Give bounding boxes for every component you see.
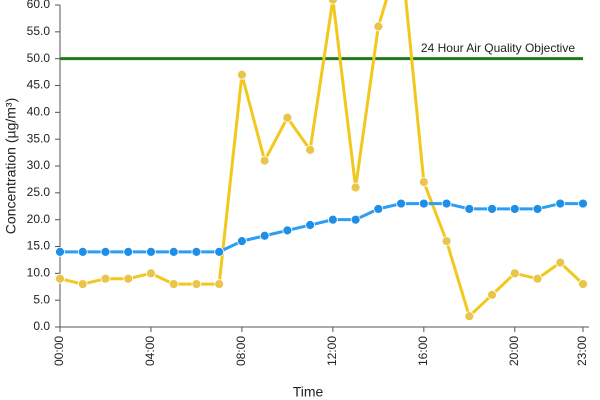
data-point — [441, 198, 452, 209]
data-point — [305, 144, 316, 155]
data-point — [441, 236, 452, 247]
data-point — [532, 273, 543, 284]
data-point — [100, 246, 111, 257]
data-point — [237, 69, 247, 80]
y-tick-label: 50.0 — [27, 51, 51, 65]
data-point — [350, 214, 361, 225]
data-point — [282, 225, 293, 236]
data-point — [487, 289, 497, 300]
data-point — [373, 21, 384, 32]
data-point — [55, 273, 65, 284]
series-line — [60, 202, 583, 254]
data-point — [327, 214, 338, 225]
data-point — [578, 198, 588, 209]
x-tick-label: 12:00 — [325, 336, 339, 366]
data-point — [123, 273, 134, 284]
data-point — [418, 198, 429, 209]
objective-label: 24 Hour Air Quality Objective — [421, 41, 575, 55]
data-point — [396, 198, 406, 209]
data-point — [578, 279, 588, 289]
y-tick-label: 60.0 — [27, 0, 51, 11]
data-point — [168, 246, 179, 257]
y-tick-label: 30.0 — [27, 158, 51, 172]
data-point — [555, 198, 566, 209]
y-tick-label: 20.0 — [27, 212, 51, 226]
data-point — [237, 236, 247, 247]
data-point — [305, 220, 316, 230]
data-point — [373, 204, 384, 214]
data-point — [55, 246, 65, 257]
x-tick-label: 00:00 — [52, 336, 66, 366]
y-tick-label: 10.0 — [27, 266, 51, 280]
data-point — [509, 268, 520, 279]
data-point — [77, 246, 88, 257]
data-point — [146, 268, 156, 279]
data-point — [259, 230, 270, 241]
x-axis-label: Time — [293, 384, 324, 400]
data-point — [214, 279, 225, 289]
y-tick-label: 0.0 — [33, 319, 50, 333]
data-point — [191, 279, 202, 289]
y-tick-label: 40.0 — [27, 105, 51, 119]
data-point — [464, 311, 475, 322]
data-point — [146, 246, 156, 257]
data-point — [282, 112, 293, 123]
data-point — [327, 0, 338, 5]
y-tick-label: 35.0 — [27, 131, 51, 145]
y-tick-label: 25.0 — [27, 185, 51, 199]
y-tick-label: 15.0 — [27, 239, 51, 253]
plot-area — [55, 0, 588, 322]
data-point — [259, 155, 270, 166]
data-point — [214, 246, 225, 257]
data-point — [77, 279, 88, 289]
data-point — [123, 246, 134, 257]
data-point — [350, 182, 361, 193]
x-tick-label: 08:00 — [234, 336, 248, 366]
data-point — [487, 204, 497, 214]
data-point — [191, 246, 202, 257]
data-point — [555, 257, 566, 268]
x-tick-label: 23:00 — [575, 336, 589, 366]
x-tick-label: 20:00 — [507, 336, 521, 366]
data-point — [464, 204, 475, 214]
data-point — [509, 204, 520, 214]
y-axis-label: Concentration (µg/m³) — [3, 98, 19, 234]
data-point — [532, 204, 543, 214]
data-point — [168, 279, 179, 289]
data-point — [100, 273, 111, 284]
x-tick-label: 04:00 — [143, 336, 157, 366]
y-tick-label: 45.0 — [27, 78, 51, 92]
y-tick-label: 55.0 — [27, 24, 51, 38]
x-tick-label: 16:00 — [416, 336, 430, 366]
y-tick-label: 5.0 — [33, 292, 50, 306]
data-point — [418, 177, 429, 188]
